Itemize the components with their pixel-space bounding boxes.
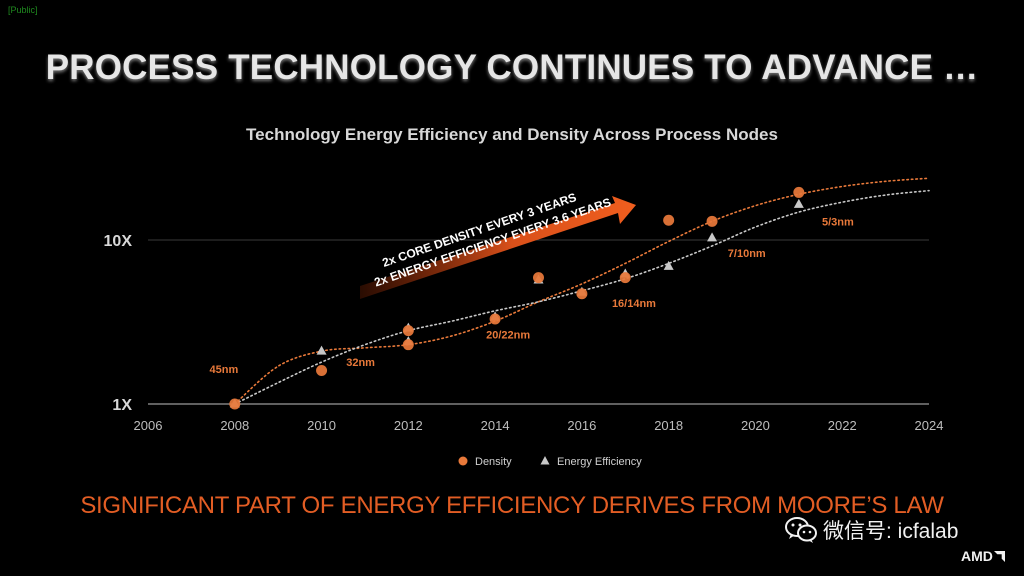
x-tick-label: 2010 bbox=[307, 418, 336, 433]
y-tick-label: 10X bbox=[104, 233, 133, 250]
node-label: 5/3nm bbox=[822, 216, 854, 228]
efficiency-point bbox=[663, 260, 674, 270]
x-tick-label: 2006 bbox=[134, 418, 163, 433]
arrow-annotation-efficiency: 2x ENERGY EFFICIENCY EVERY 3.6 YEARS bbox=[372, 195, 612, 289]
density-point bbox=[402, 325, 414, 337]
amd-logo: AMD bbox=[961, 548, 1005, 564]
density-point bbox=[576, 288, 588, 300]
efficiency-point bbox=[316, 345, 327, 355]
trend-arrow bbox=[360, 196, 636, 299]
x-tick-label: 2016 bbox=[567, 418, 596, 433]
x-tick-label: 2008 bbox=[220, 418, 249, 433]
density-point bbox=[316, 365, 328, 377]
density-point bbox=[533, 272, 544, 284]
efficiency-point bbox=[707, 232, 718, 242]
legend-density-marker bbox=[458, 456, 468, 466]
x-tick-label: 2018 bbox=[654, 418, 683, 433]
amd-wordmark: AMD bbox=[961, 548, 993, 564]
node-label: 45nm bbox=[210, 364, 239, 376]
node-label: 16/14nm bbox=[612, 298, 656, 310]
wechat-icon bbox=[785, 517, 817, 543]
x-tick-label: 2022 bbox=[828, 418, 857, 433]
amd-arrow-icon bbox=[993, 550, 1005, 562]
legend-efficiency-label: Energy Efficiency bbox=[557, 456, 642, 468]
node-label: 32nm bbox=[346, 357, 375, 369]
classification-tag: [Public] bbox=[8, 5, 38, 15]
x-tick-label: 2014 bbox=[481, 418, 510, 433]
density-point bbox=[619, 272, 631, 284]
density-point bbox=[229, 398, 241, 410]
wechat-id: 微信号: icfalab bbox=[823, 520, 959, 543]
density-point bbox=[706, 215, 718, 227]
efficiency-point bbox=[793, 198, 804, 208]
footer-statement: SIGNIFICANT PART OF ENERGY EFFICIENCY DE… bbox=[80, 492, 944, 519]
x-tick-label: 2024 bbox=[915, 418, 944, 433]
density-point bbox=[793, 186, 805, 198]
wechat-watermark: 微信号: icfalab bbox=[785, 513, 958, 547]
x-tick-label: 2020 bbox=[741, 418, 770, 433]
y-tick-label: 1X bbox=[112, 397, 132, 414]
density-point bbox=[489, 313, 501, 325]
x-tick-label: 2012 bbox=[394, 418, 423, 433]
legend-density-label: Density bbox=[475, 456, 512, 468]
density-point bbox=[402, 339, 414, 351]
slide-title: PROCESS TECHNOLOGY CONTINUES TO ADVANCE … bbox=[45, 48, 979, 87]
chart-title: Technology Energy Efficiency and Density… bbox=[246, 125, 778, 144]
density-trend-line bbox=[233, 177, 930, 405]
node-label: 7/10nm bbox=[728, 248, 766, 260]
legend-efficiency-marker bbox=[540, 456, 550, 465]
density-point bbox=[663, 214, 675, 226]
node-label: 20/22nm bbox=[486, 330, 530, 342]
